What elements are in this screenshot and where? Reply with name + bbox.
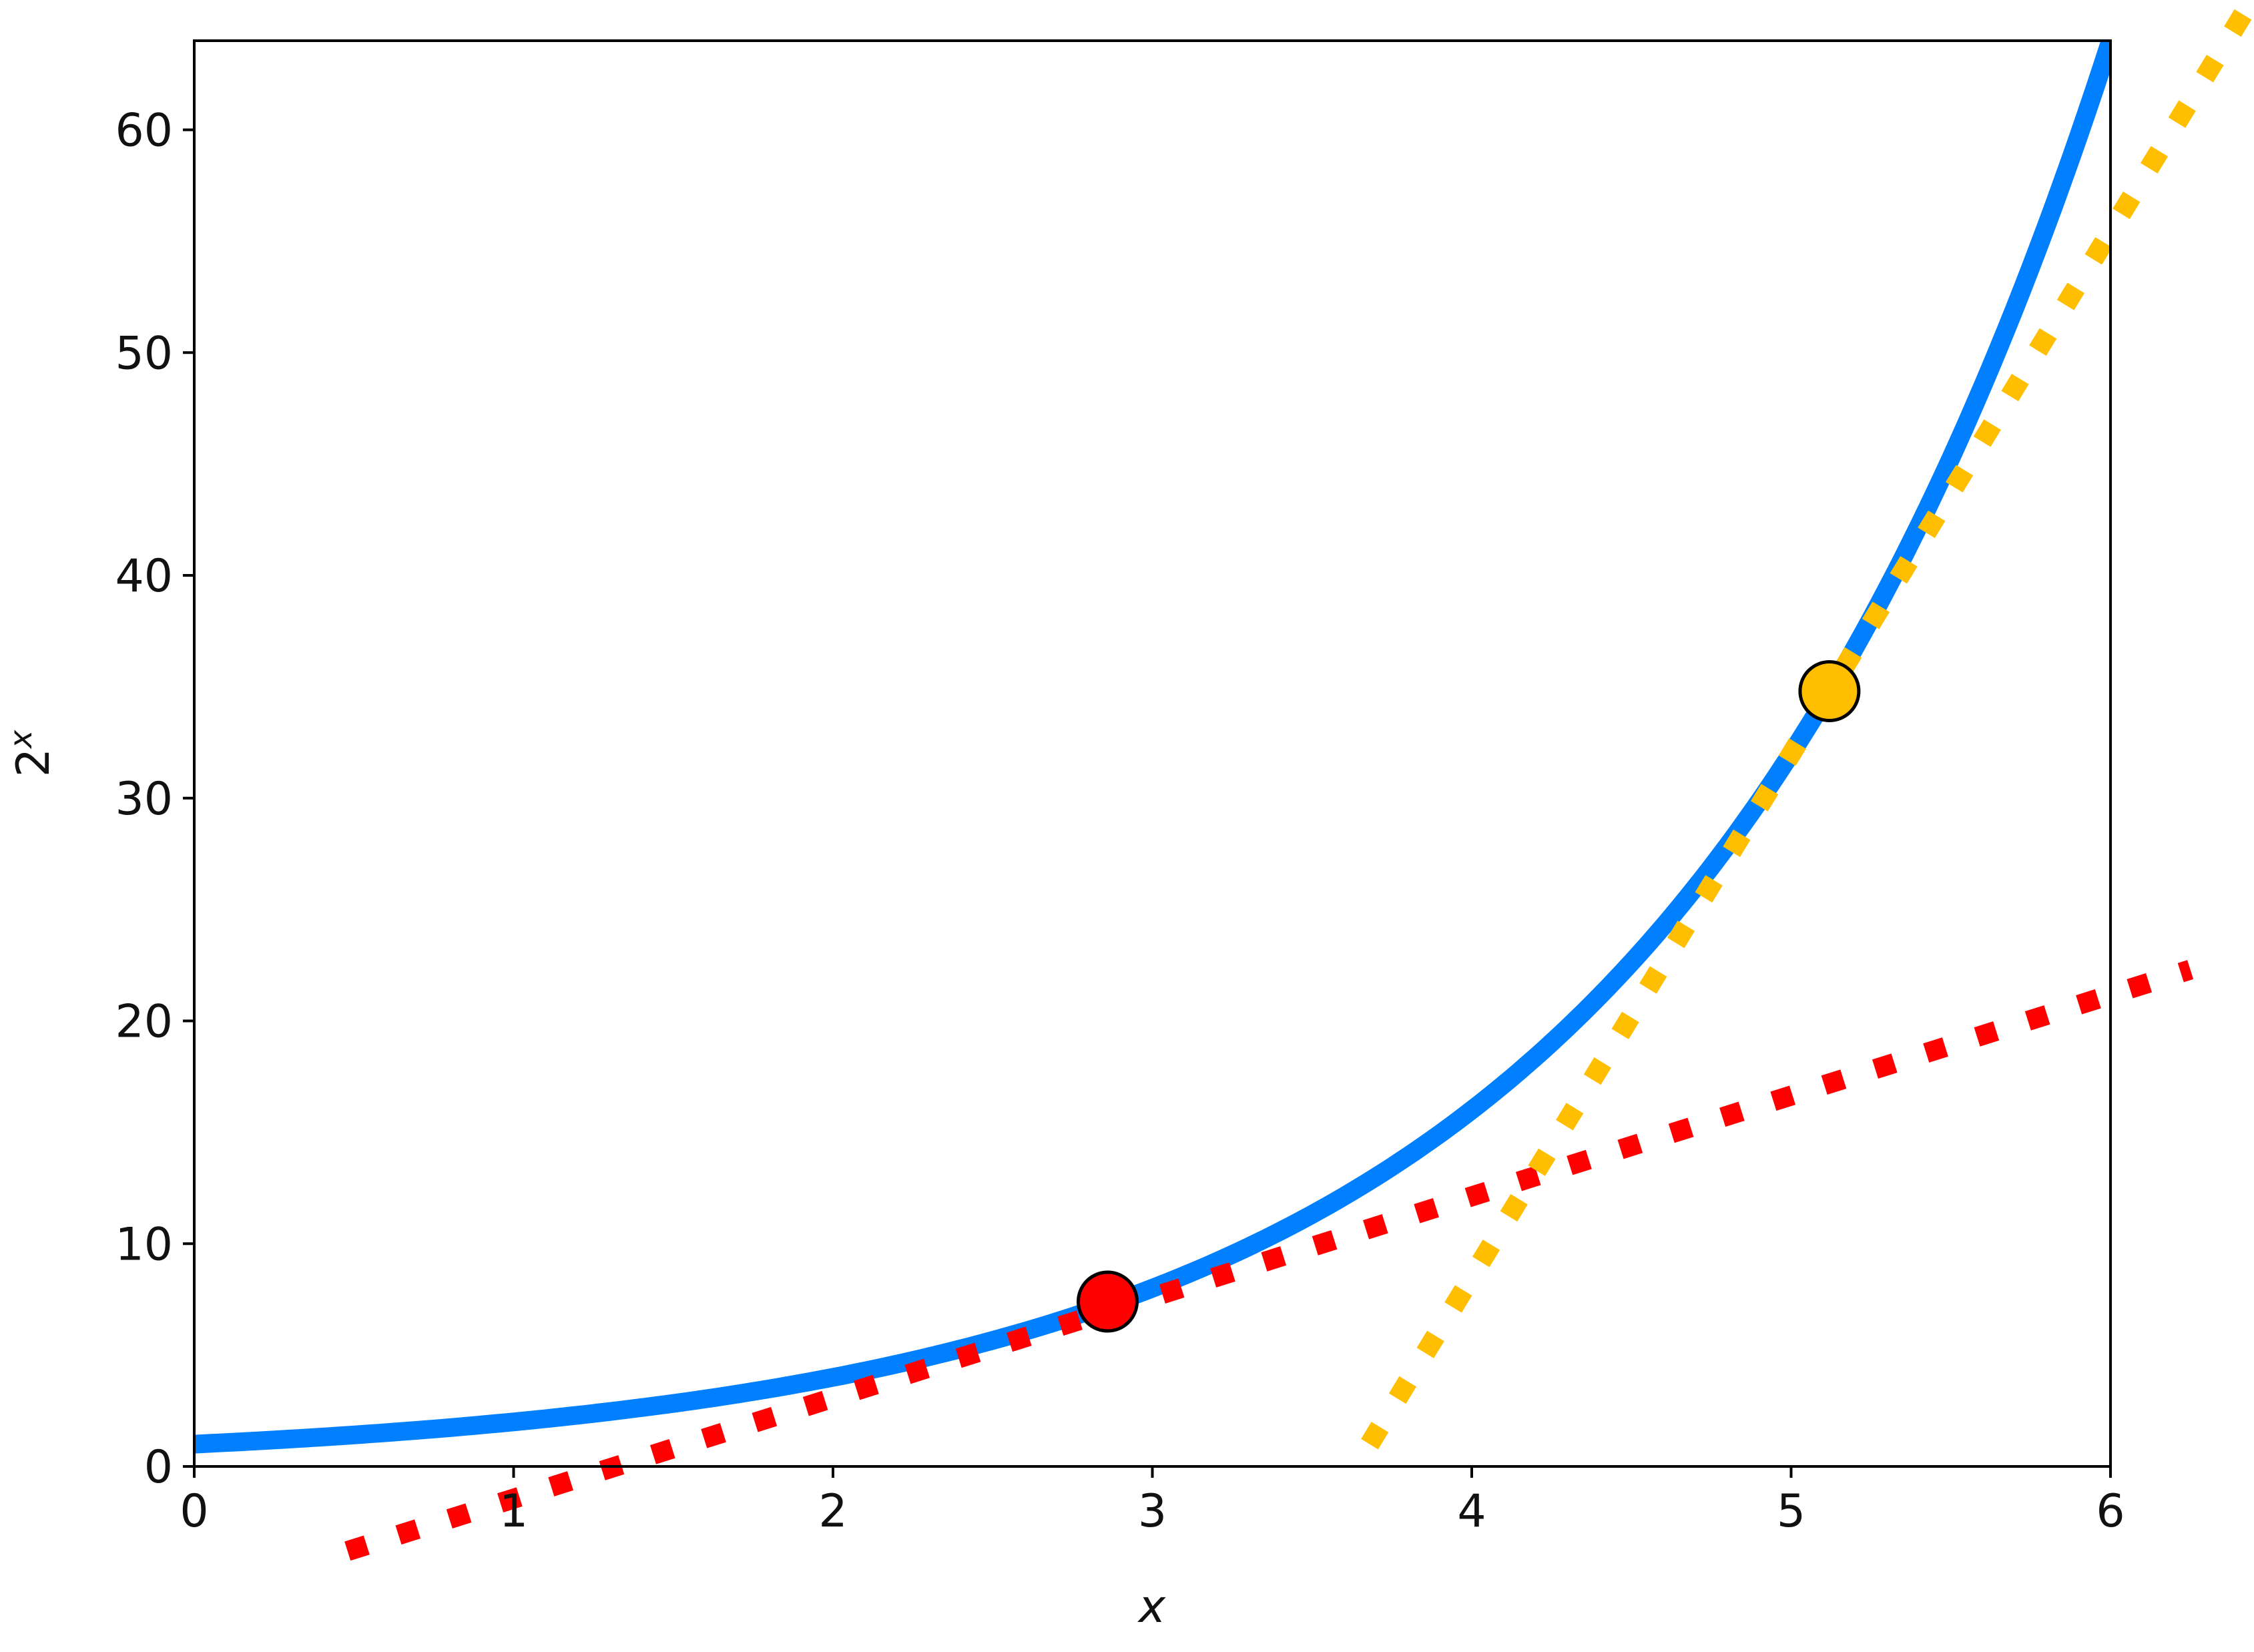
y-tick-label: 20 [115, 996, 173, 1049]
x-tick-label: 5 [1777, 1485, 1805, 1538]
y-tick-label: 60 [115, 105, 173, 158]
y-tick-label: 30 [115, 773, 173, 826]
y-tick-label: 40 [115, 550, 173, 603]
x-tick-label: 6 [2096, 1485, 2125, 1538]
y-tick-label: 10 [115, 1218, 173, 1271]
x-tick-label: 0 [180, 1485, 208, 1538]
y-axis-label: 2x [3, 730, 60, 777]
tangent-point-1 [1798, 660, 1861, 723]
y-tick-label: 0 [144, 1441, 173, 1494]
y-axis-label-base: 2 [7, 748, 60, 777]
y-tick-label: 50 [115, 327, 173, 380]
y-axis-label-exponent: x [3, 730, 39, 750]
x-axis-label: x [1137, 1581, 1166, 1633]
series-tangent-line-1 [344, 960, 2194, 1561]
x-axis-ticks: 0 1 2 3 4 5 6 [180, 1466, 2125, 1538]
x-tick-label: 2 [818, 1485, 847, 1538]
series-tangent-line-2 [1361, 0, 2254, 1450]
x-tick-label: 1 [499, 1485, 528, 1538]
y-axis-ticks: 0 10 20 30 40 50 60 [115, 105, 194, 1494]
points-layer [1077, 660, 1861, 1333]
tangent-point-0 [1077, 1270, 1139, 1333]
series-layer [194, 0, 2254, 1561]
x-tick-label: 3 [1138, 1485, 1167, 1538]
x-tick-label: 4 [1457, 1485, 1486, 1538]
